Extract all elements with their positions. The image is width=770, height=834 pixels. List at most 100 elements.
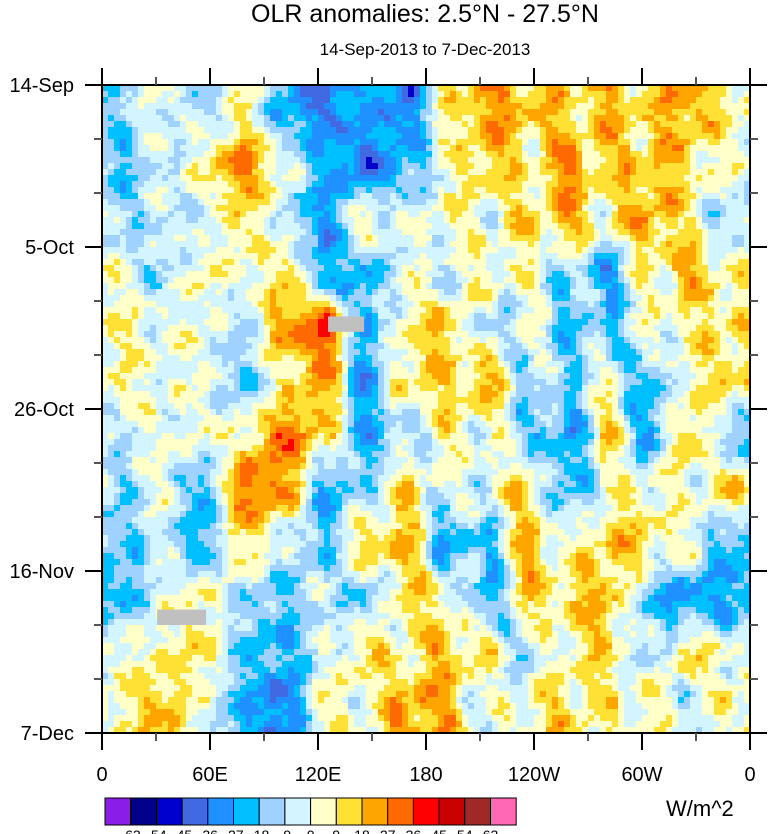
heatmap-cell — [552, 247, 559, 254]
heatmap-cell — [504, 169, 511, 176]
heatmap-cell — [420, 289, 427, 296]
heatmap-cell — [198, 277, 205, 284]
heatmap-cell — [450, 169, 457, 176]
heatmap-cell — [144, 121, 151, 128]
heatmap-cell — [522, 187, 529, 194]
heatmap-cell — [420, 253, 427, 260]
heatmap-cell — [492, 241, 499, 248]
heatmap-cell — [624, 139, 631, 146]
heatmap-cell — [618, 295, 625, 302]
heatmap-cell — [270, 187, 277, 194]
heatmap-cell — [210, 145, 217, 152]
heatmap-cell — [498, 319, 505, 326]
heatmap-cell — [126, 139, 133, 146]
heatmap-cell — [300, 199, 307, 206]
heatmap-cell — [720, 271, 727, 278]
heatmap-cell — [222, 247, 229, 254]
heatmap-cell — [234, 205, 241, 212]
heatmap-cell — [474, 271, 481, 278]
heatmap-cell — [306, 253, 313, 260]
heatmap-cell — [516, 115, 523, 122]
heatmap-cell — [690, 85, 697, 92]
heatmap-cell — [660, 241, 667, 248]
heatmap-cell — [630, 295, 637, 302]
chart-title: OLR anomalies: 2.5°N - 27.5°N — [251, 0, 599, 28]
heatmap-cell — [360, 115, 367, 122]
heatmap-cell — [102, 91, 109, 98]
heatmap-cell — [294, 127, 301, 134]
heatmap-cell — [330, 229, 337, 236]
heatmap-cell — [210, 169, 217, 176]
heatmap-cell — [312, 271, 319, 278]
heatmap-cell — [504, 319, 511, 326]
heatmap-cell — [738, 355, 745, 362]
heatmap-cell — [438, 325, 445, 332]
heatmap-cell — [234, 163, 241, 170]
heatmap-cell — [570, 349, 577, 356]
heatmap-cell — [204, 133, 211, 140]
heatmap-cell — [612, 109, 619, 116]
heatmap-cell — [498, 97, 505, 104]
heatmap-cell — [348, 211, 355, 218]
heatmap-cell — [576, 217, 583, 224]
heatmap-cell — [666, 235, 673, 242]
heatmap-cell — [468, 271, 475, 278]
heatmap-cell — [102, 217, 109, 224]
heatmap-cell — [294, 193, 301, 200]
heatmap-cell — [246, 115, 253, 122]
heatmap-cell — [168, 253, 175, 260]
heatmap-cell — [114, 157, 121, 164]
heatmap-cell — [228, 247, 235, 254]
heatmap-cell — [402, 217, 409, 224]
heatmap-cell — [540, 319, 547, 326]
heatmap-cell — [264, 157, 271, 164]
heatmap-cell — [474, 103, 481, 110]
heatmap-cell — [114, 253, 121, 260]
heatmap-cell — [240, 349, 247, 356]
heatmap-cell — [564, 331, 571, 338]
heatmap-cell — [150, 361, 157, 368]
heatmap-cell — [606, 211, 613, 218]
heatmap-cell — [480, 109, 487, 116]
heatmap-cell — [348, 217, 355, 224]
heatmap-cell — [594, 355, 601, 362]
heatmap-cell — [528, 109, 535, 116]
heatmap-cell — [588, 97, 595, 104]
heatmap-cell — [612, 313, 619, 320]
heatmap-cell — [216, 283, 223, 290]
heatmap-cell — [552, 211, 559, 218]
heatmap-cell — [732, 175, 739, 182]
heatmap-cell — [726, 91, 733, 98]
heatmap-cell — [648, 157, 655, 164]
heatmap-cell — [582, 145, 589, 152]
heatmap-cell — [474, 259, 481, 266]
heatmap-cell — [468, 205, 475, 212]
heatmap-cell — [342, 295, 349, 302]
heatmap-cell — [348, 133, 355, 140]
heatmap-cell — [348, 163, 355, 170]
heatmap-cell — [468, 163, 475, 170]
heatmap-cell — [708, 259, 715, 266]
heatmap-cell — [354, 337, 361, 344]
heatmap-cell — [198, 325, 205, 332]
heatmap-cell — [126, 241, 133, 248]
heatmap-cell — [408, 97, 415, 104]
heatmap-cell — [324, 193, 331, 200]
heatmap-cell — [312, 253, 319, 260]
heatmap-cell — [468, 85, 475, 92]
heatmap-cell — [396, 121, 403, 128]
heatmap-cell — [726, 193, 733, 200]
heatmap-cell — [396, 235, 403, 242]
heatmap-cell — [594, 115, 601, 122]
heatmap-cell — [174, 277, 181, 284]
heatmap-cell — [726, 289, 733, 296]
heatmap-cell — [426, 253, 433, 260]
heatmap-cell — [420, 235, 427, 242]
heatmap-cell — [120, 217, 127, 224]
heatmap-cell — [186, 235, 193, 242]
heatmap-cell — [234, 103, 241, 110]
heatmap-cell — [180, 331, 187, 338]
heatmap-cell — [738, 199, 745, 206]
heatmap-cell — [660, 313, 667, 320]
heatmap-cell — [144, 91, 151, 98]
